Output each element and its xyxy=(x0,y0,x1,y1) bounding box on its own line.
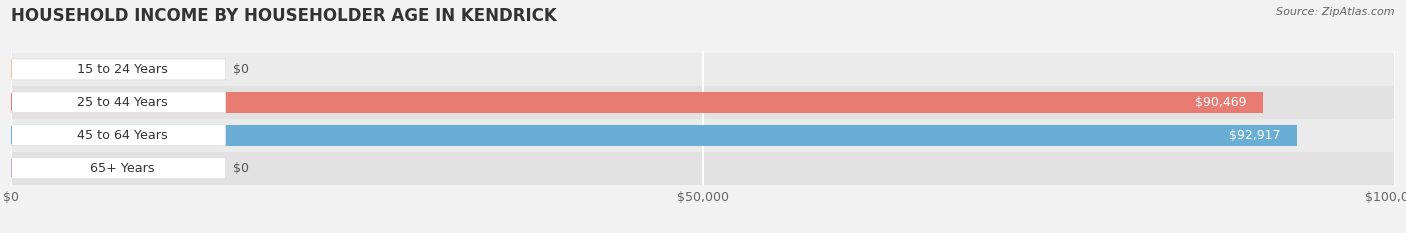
Text: $0: $0 xyxy=(232,63,249,76)
Text: $90,469: $90,469 xyxy=(1195,96,1246,109)
Bar xyxy=(11,119,1395,152)
Text: Source: ZipAtlas.com: Source: ZipAtlas.com xyxy=(1277,7,1395,17)
Bar xyxy=(11,53,1395,86)
Text: $92,917: $92,917 xyxy=(1229,129,1279,142)
FancyBboxPatch shape xyxy=(11,125,226,146)
Text: 15 to 24 Years: 15 to 24 Years xyxy=(77,63,169,76)
FancyBboxPatch shape xyxy=(11,59,226,80)
Bar xyxy=(11,92,1263,113)
Text: 65+ Years: 65+ Years xyxy=(90,162,155,175)
Text: HOUSEHOLD INCOME BY HOUSEHOLDER AGE IN KENDRICK: HOUSEHOLD INCOME BY HOUSEHOLDER AGE IN K… xyxy=(11,7,557,25)
Text: $0: $0 xyxy=(232,162,249,175)
Text: 25 to 44 Years: 25 to 44 Years xyxy=(77,96,169,109)
Bar xyxy=(11,86,1395,119)
FancyBboxPatch shape xyxy=(11,158,226,179)
FancyBboxPatch shape xyxy=(11,92,226,113)
Text: 45 to 64 Years: 45 to 64 Years xyxy=(77,129,169,142)
Bar xyxy=(11,152,1395,185)
Bar xyxy=(11,125,1296,146)
